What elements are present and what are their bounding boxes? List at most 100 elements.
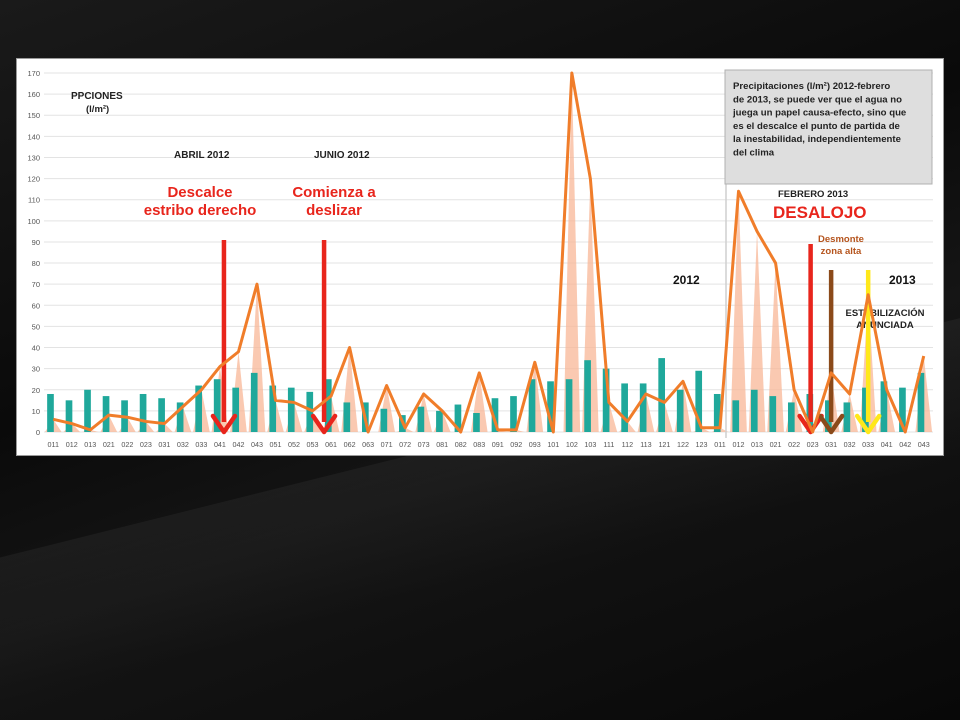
x-tick-label: 032 (177, 440, 189, 449)
bar (862, 387, 869, 432)
y-tick-label: 60 (32, 301, 40, 310)
bar (473, 412, 480, 432)
y-tick-label: 110 (28, 196, 40, 205)
y-tick-label: 10 (32, 407, 40, 416)
x-tick-label: 021 (103, 440, 115, 449)
bar (158, 398, 165, 432)
bar (250, 372, 258, 432)
x-tick-label: 013 (84, 440, 96, 449)
x-tick-label: 072 (399, 440, 411, 449)
x-tick-label: 062 (344, 440, 356, 449)
bar (454, 404, 462, 432)
note-line: del clima (733, 148, 775, 159)
y-tick-label: 30 (32, 365, 40, 374)
event-desalojo: DESALOJO (773, 203, 867, 222)
note-line: es el descalce el punto de partida de (733, 121, 900, 132)
note-line: la inestabilidad, independientemente (733, 134, 901, 145)
event-comienza-deslizar: Comienza a deslizar (292, 184, 376, 219)
year-label-2012: 2012 (673, 273, 700, 287)
y-tick-label: 80 (32, 259, 40, 268)
bar (102, 396, 110, 432)
bar-series (47, 358, 925, 432)
y-tick-label: 170 (27, 69, 40, 78)
y-tick-label: 50 (32, 322, 40, 331)
y-tick-label: 140 (27, 132, 40, 141)
x-tick-label: 053 (307, 440, 319, 449)
x-tick-label: 071 (381, 440, 393, 449)
bar (436, 410, 443, 432)
x-tick-label: 033 (862, 440, 874, 449)
bar (602, 368, 610, 432)
x-tick-label: 113 (640, 440, 651, 449)
x-tick-label: 051 (270, 440, 282, 449)
x-tick-label: 122 (677, 440, 689, 449)
arrow-descalce-head (210, 413, 238, 435)
y-tick-label: 90 (32, 238, 40, 247)
bar (787, 402, 795, 432)
y-tick-label: 20 (32, 386, 40, 395)
bar (417, 406, 425, 432)
bar (769, 396, 777, 432)
note-line: de 2013, se puede ver que el agua no (733, 94, 902, 105)
x-tick-label: 022 (788, 440, 800, 449)
x-tick-label: 083 (473, 440, 485, 449)
text-line: ESTABILIZACIÓN (846, 307, 925, 319)
x-tick-label: 111 (603, 440, 614, 449)
x-tick-label: 101 (547, 440, 559, 449)
y-axis-unit: (l/m²) (86, 104, 109, 115)
text-line: Comienza a (292, 184, 376, 201)
x-tick-label: 012 (66, 440, 78, 449)
x-tick-label: 041 (881, 440, 893, 449)
x-tick-label: 081 (436, 440, 448, 449)
y-tick-label: 160 (27, 90, 40, 99)
bar (899, 387, 906, 432)
x-tick-label: 063 (362, 440, 374, 449)
line-spike (563, 73, 581, 432)
y-tick-label: 130 (27, 153, 40, 162)
text-line: deslizar (306, 202, 362, 219)
x-tick-label: 011 (48, 440, 59, 449)
text-line: ANUNCIADA (856, 320, 914, 331)
x-tick-label: 043 (918, 440, 930, 449)
bar (843, 402, 851, 432)
y-axis-ticks: 0 10 20 30 40 50 60 70 80 90 100 110 120 130 140 150 160… (27, 69, 40, 437)
text-line: Descalce (167, 184, 232, 201)
x-tick-label: 123 (695, 440, 707, 449)
bar (732, 400, 740, 432)
bar (324, 379, 332, 432)
bar (584, 360, 591, 432)
bar (306, 391, 314, 432)
event-desmonte: Desmonte zona alta (818, 234, 864, 257)
x-tick-label: 023 (807, 440, 819, 449)
period-label-febrero-2013: FEBRERO 2013 (778, 189, 848, 200)
bar (65, 400, 73, 432)
y-tick-label: 0 (36, 428, 40, 437)
event-estabilizacion: ESTABILIZACIÓN ANUNCIADA (846, 307, 925, 331)
bar (676, 389, 684, 432)
arrow-desmonte-head (817, 413, 845, 435)
period-label-abril-2012: ABRIL 2012 (174, 150, 230, 161)
x-tick-label: 093 (529, 440, 541, 449)
bar (528, 379, 536, 432)
line-spike (767, 263, 784, 432)
bar (639, 383, 647, 432)
bar (176, 402, 184, 432)
arrow-desalojo-head (797, 413, 824, 435)
note-line: juega un papel causa-efecto, sino que (732, 108, 906, 119)
x-tick-label: 082 (455, 440, 467, 449)
arrow-deslizar-head (310, 413, 338, 435)
bar (547, 381, 554, 432)
x-tick-label: 031 (825, 440, 837, 449)
event-descalce: Descalce estribo derecho (144, 184, 257, 219)
bar (213, 379, 221, 432)
bar (232, 387, 240, 432)
bar (565, 379, 573, 432)
x-tick-label: 033 (195, 440, 207, 449)
x-tick-label: 031 (158, 440, 170, 449)
y-tick-label: 40 (32, 344, 40, 353)
x-axis-ticks: 011 012 013 021 022 023 031 032 033 041 042 043 051 0… (48, 440, 930, 449)
period-label-junio-2012: JUNIO 2012 (314, 150, 370, 161)
bar (269, 385, 277, 432)
x-tick-label: 012 (733, 440, 745, 449)
bar (510, 396, 517, 432)
